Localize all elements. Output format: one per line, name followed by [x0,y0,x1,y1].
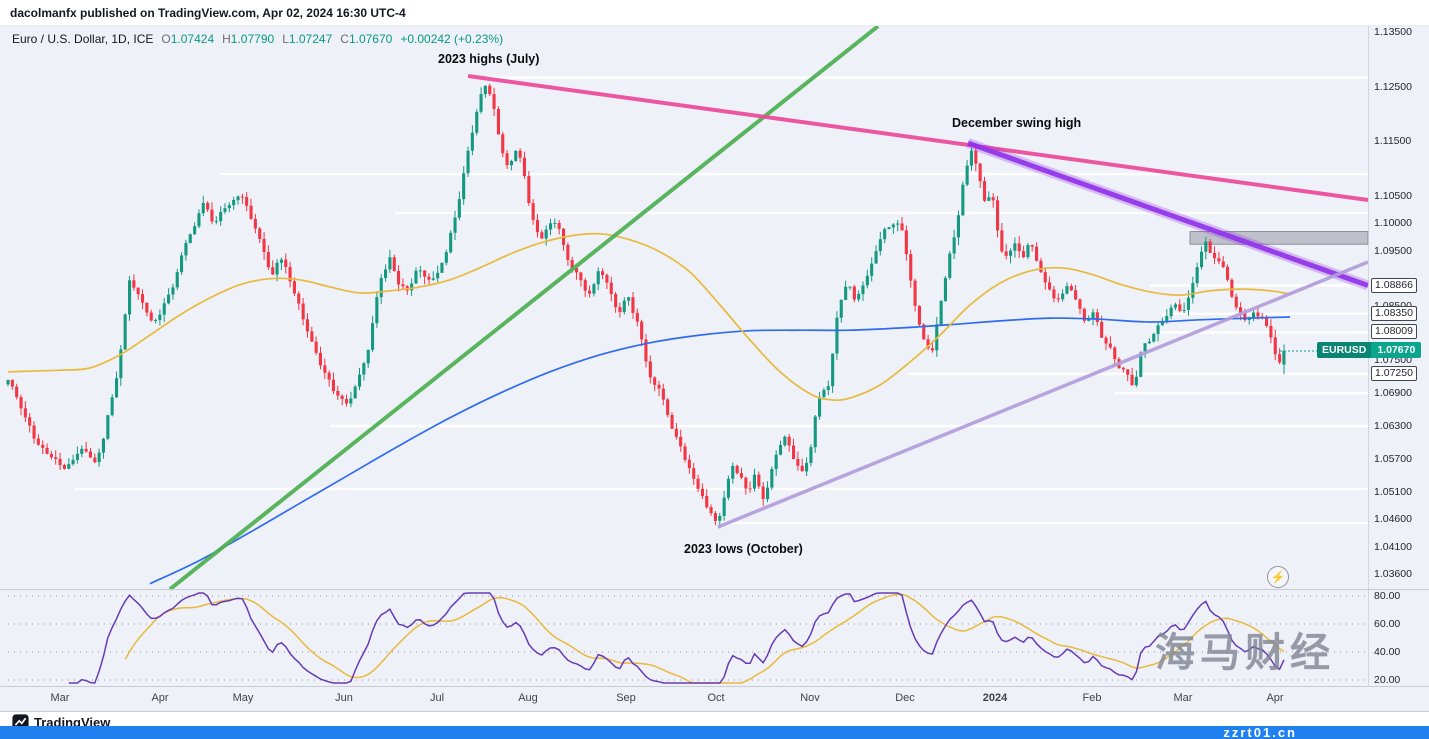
low-label: L [282,32,289,46]
down-candle-wicks [11,83,1281,526]
uptrend-from-2023-low-line[interactable] [717,260,1369,529]
publish-text: dacolmanfx published on TradingView.com,… [10,5,406,20]
change-value: +0.00242 (+0.23%) [400,32,504,46]
current-price-badge: EURUSD 1.07670 [1317,342,1422,358]
time-axis-label: Mar [1173,692,1193,704]
close-label: C [340,32,349,46]
time-axis-label: Apr [151,692,169,704]
time-axis-label: 2024 [982,692,1008,704]
price-tick-label: 1.05700 [1374,452,1412,465]
low-value: 1.07247 [288,32,333,46]
time-axis-label: Jun [335,692,353,704]
price-tick-label: 1.12500 [1374,80,1412,93]
time-axis-label: Mar [50,692,70,704]
time-axis-label: May [232,692,254,704]
ohlc-open: O1.07424 [161,32,214,46]
up-candle-wicks [7,85,1285,529]
badge-price: 1.07670 [1371,342,1422,358]
time-axis-label: Sep [616,692,636,704]
open-value: 1.07424 [170,32,215,46]
open-label: O [161,32,171,46]
publish-bar: dacolmanfx published on TradingView.com,… [0,0,1429,26]
time-axis-label: Oct [707,692,725,704]
price-tick-label: 1.09500 [1374,244,1412,257]
price-tick-label: 1.04600 [1374,513,1412,526]
time-axis-label: Jul [429,692,445,704]
slow-ma-line [149,316,1291,585]
time-axis-label: Apr [1266,692,1284,704]
annotation-2023-highs[interactable]: 2023 highs (July) [438,52,540,66]
rsi-scale-label: 60.00 [1374,618,1401,630]
price-tick-label: 1.03600 [1374,567,1412,580]
horizontal-level-lines[interactable] [75,76,1368,525]
major-uptrend-line[interactable] [168,24,880,591]
time-axis-label: Dec [895,692,915,704]
price-tick-label: 1.05100 [1374,485,1412,498]
close-value: 1.07670 [348,32,393,46]
ohlc-high: H1.07790 [222,32,274,46]
downtrend-from-2023-high-line[interactable] [467,74,1369,202]
level-price-label: 1.07250 [1371,366,1417,381]
high-value: 1.07790 [230,32,275,46]
high-label: H [222,32,231,46]
price-tick-label: 1.13500 [1374,25,1412,38]
price-tick-label: 1.11500 [1374,135,1412,148]
ohlc-close: C1.07670 [340,32,392,46]
price-tick-label: 1.04100 [1374,540,1412,553]
badge-symbol: EURUSD [1317,342,1372,358]
level-price-label: 1.08866 [1371,277,1417,293]
level-price-label: 1.08009 [1371,324,1417,340]
annotation-december-swing-high[interactable]: December swing high [952,116,1082,130]
price-tick-label: 1.10500 [1374,190,1412,202]
level-price-label: 1.08350 [1371,305,1417,321]
price-tick-label: 1.06900 [1374,387,1412,400]
fast-ma-line [7,232,1291,402]
watermark-bar: zzrt01.cn [0,726,1429,739]
rsi-line [68,592,1285,684]
symbol-legend[interactable]: Euro / U.S. Dollar, 1D, ICE O1.07424 H1.… [12,32,503,46]
time-axis-label: Aug [518,692,538,704]
candlestick-series [6,83,1286,529]
cyclone-icon[interactable]: ⚡ [1267,566,1289,588]
price-tick-label: 1.06300 [1374,420,1412,432]
symbol-description[interactable]: Euro / U.S. Dollar, 1D, ICE [12,32,154,46]
downtrend-from-december-high-line[interactable] [967,140,1369,288]
ohlc-low: L1.07247 [282,32,332,46]
price-tick-label: 1.10000 [1374,217,1412,230]
watermark-cn-text: 海马财经 [1155,630,1335,676]
time-axis-label: Nov [800,692,820,704]
time-axis-label: Feb [1082,692,1102,704]
trendlines[interactable] [168,24,1370,591]
rsi-scale-label: 40.00 [1374,646,1401,658]
watermark-url-text: zzrt01.cn [1223,725,1297,739]
annotation-2023-lows[interactable]: 2023 lows (October) [684,542,803,556]
rsi-scale-label: 20.00 [1374,674,1401,686]
rsi-scale-label: 80.00 [1374,590,1401,602]
